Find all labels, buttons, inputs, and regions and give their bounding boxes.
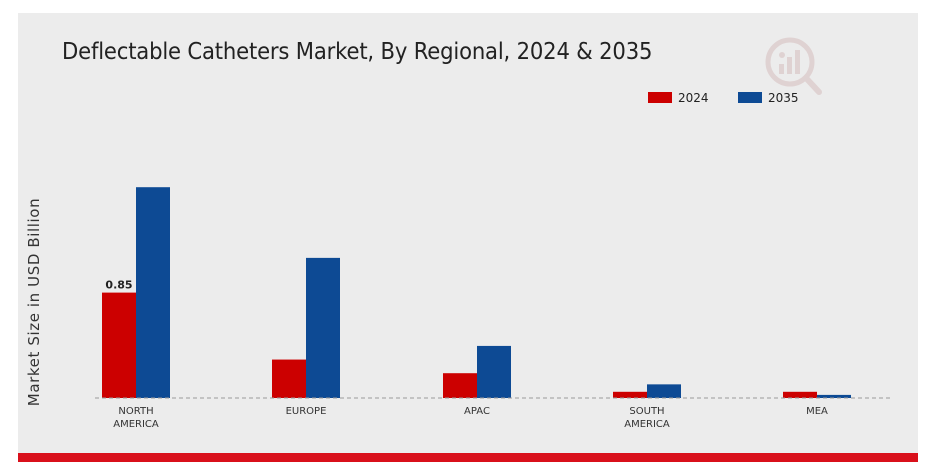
legend-label-2035: 2035 <box>768 91 799 105</box>
bar-2035-0 <box>136 187 170 398</box>
bar-2024-0 <box>102 292 136 398</box>
x-tick-label: EUROPE <box>286 406 327 417</box>
bar-2035-4 <box>817 394 851 398</box>
x-tick-label: APAC <box>464 406 490 417</box>
bar-2035-3 <box>647 384 681 398</box>
x-tick-label: SOUTH AMERICA <box>624 406 670 430</box>
bar-2035-2 <box>477 345 511 398</box>
bar-2024-1 <box>272 359 306 398</box>
data-label: 0.85 <box>105 279 132 292</box>
bar-2024-4 <box>783 391 817 398</box>
legend-swatch-2024 <box>648 92 672 103</box>
x-tick-label: NORTH AMERICA <box>113 406 159 430</box>
x-tick-label: MEA <box>806 406 828 417</box>
bottom-accent-bar <box>18 453 918 462</box>
bar-2035-1 <box>306 257 340 398</box>
y-axis-label: Market Size in USD Billion <box>25 198 43 406</box>
legend-label-2024: 2024 <box>678 91 709 105</box>
bar-2024-3 <box>613 391 647 398</box>
legend: 2024 2035 <box>648 91 799 105</box>
legend-swatch-2035 <box>738 92 762 103</box>
chart-title: Deflectable Catheters Market, By Regiona… <box>62 39 653 65</box>
bar-2024-2 <box>443 373 477 398</box>
market-research-logo-icon <box>765 37 822 95</box>
bar-layer <box>102 187 851 398</box>
data-labels: 0.85 <box>105 279 132 292</box>
x-tick-labels: NORTH AMERICA EUROPE APAC SOUTH AMERICA MEA <box>113 406 828 430</box>
